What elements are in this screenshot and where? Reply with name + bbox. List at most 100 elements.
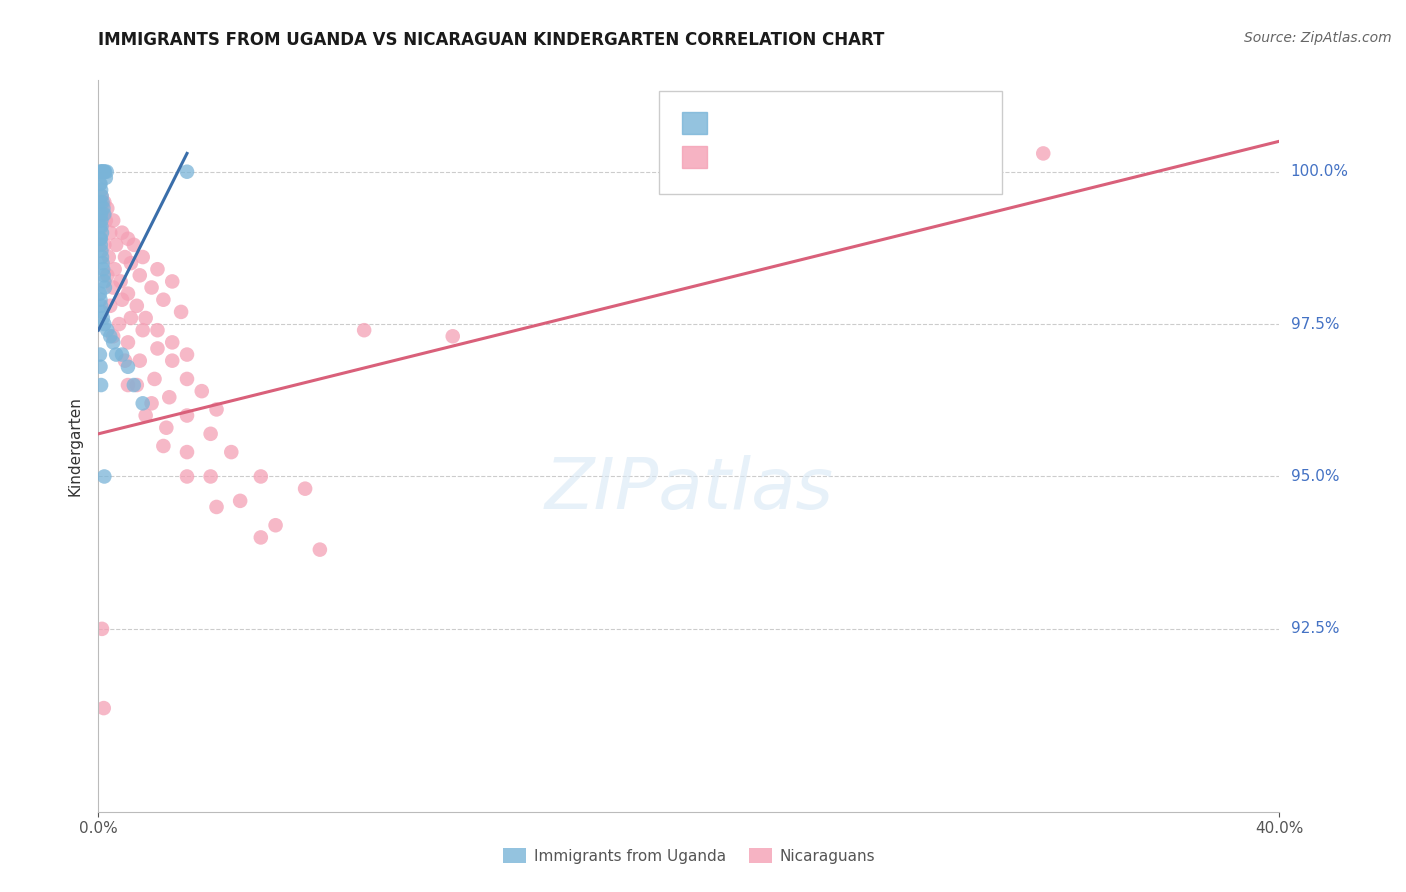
Point (132, 323, 155, 337)
Point (94, 213, 117, 227)
Point (176, 445, 198, 459)
Point (91, 311, 114, 326)
Point (93, 207, 115, 221)
Y-axis label: Kindergarten: Kindergarten (67, 396, 83, 496)
Point (250, 469, 273, 483)
Point (205, 500, 228, 514)
Point (98, 329, 121, 343)
Legend: Immigrants from Uganda, Nicaraguans: Immigrants from Uganda, Nicaraguans (496, 842, 882, 870)
Point (146, 262, 169, 277)
Point (114, 353, 136, 368)
Point (155, 421, 177, 435)
Point (191, 384, 214, 399)
Point (128, 268, 150, 283)
Point (125, 378, 148, 392)
Point (111, 348, 134, 362)
Point (114, 250, 136, 264)
Point (128, 353, 150, 368)
Point (157, 390, 180, 404)
Point (90, 238, 112, 252)
Point (120, 311, 142, 326)
Point (93, 701, 115, 715)
Point (105, 348, 128, 362)
Point (89, 348, 111, 362)
Point (117, 286, 139, 301)
Point (90, 207, 112, 221)
Point (146, 323, 169, 337)
Point (91, 262, 114, 277)
Point (108, 317, 131, 331)
Point (94, 165, 117, 179)
Point (91, 165, 114, 179)
Point (132, 396, 155, 410)
Point (176, 409, 198, 423)
Point (122, 378, 145, 392)
Point (97, 250, 120, 264)
Point (111, 293, 134, 307)
Point (117, 378, 139, 392)
Point (221, 445, 243, 459)
Point (176, 348, 198, 362)
Point (162, 335, 183, 350)
Point (176, 469, 198, 483)
FancyBboxPatch shape (682, 146, 707, 168)
Text: 100.0%: 100.0% (1291, 164, 1348, 179)
Point (152, 439, 174, 453)
Point (90, 213, 112, 227)
Point (91, 622, 114, 636)
Point (93, 469, 115, 483)
Point (264, 518, 287, 533)
Point (93, 202, 115, 216)
Point (122, 238, 145, 252)
Point (110, 275, 132, 289)
Point (90, 183, 112, 197)
FancyBboxPatch shape (682, 112, 707, 134)
Text: ZIPatlas: ZIPatlas (544, 456, 834, 524)
Point (93, 268, 115, 283)
Text: Source: ZipAtlas.com: Source: ZipAtlas.com (1244, 31, 1392, 45)
Point (91, 195, 114, 210)
Point (250, 531, 273, 545)
Point (91, 207, 114, 221)
Point (117, 359, 139, 374)
Point (176, 165, 198, 179)
Point (125, 299, 148, 313)
Point (89, 195, 111, 210)
FancyBboxPatch shape (659, 91, 1002, 194)
Point (90, 189, 112, 203)
Point (93, 275, 115, 289)
Point (104, 262, 127, 277)
Point (200, 469, 222, 483)
Point (90, 244, 112, 258)
Point (89, 286, 111, 301)
Point (89, 177, 111, 191)
Point (117, 335, 139, 350)
Point (1032, 146, 1054, 161)
Point (143, 372, 166, 386)
Point (170, 305, 193, 319)
Point (91, 226, 114, 240)
Point (96, 202, 118, 216)
Point (96, 268, 118, 283)
Point (96, 323, 118, 337)
Point (141, 280, 163, 294)
Point (94, 170, 117, 185)
Point (91, 165, 114, 179)
Text: 92.5%: 92.5% (1291, 622, 1339, 636)
Point (135, 409, 157, 423)
Point (90, 219, 112, 234)
Point (94, 280, 117, 294)
Point (162, 353, 183, 368)
Point (93, 195, 115, 210)
Point (353, 323, 375, 337)
Point (93, 238, 115, 252)
Point (111, 226, 134, 240)
Point (98, 299, 121, 313)
Point (162, 275, 183, 289)
Point (89, 177, 111, 191)
Text: R = 0.304   N = 72: R = 0.304 N = 72 (737, 148, 907, 166)
Point (89, 293, 111, 307)
Point (98, 226, 121, 240)
Point (132, 250, 155, 264)
Point (294, 482, 316, 496)
